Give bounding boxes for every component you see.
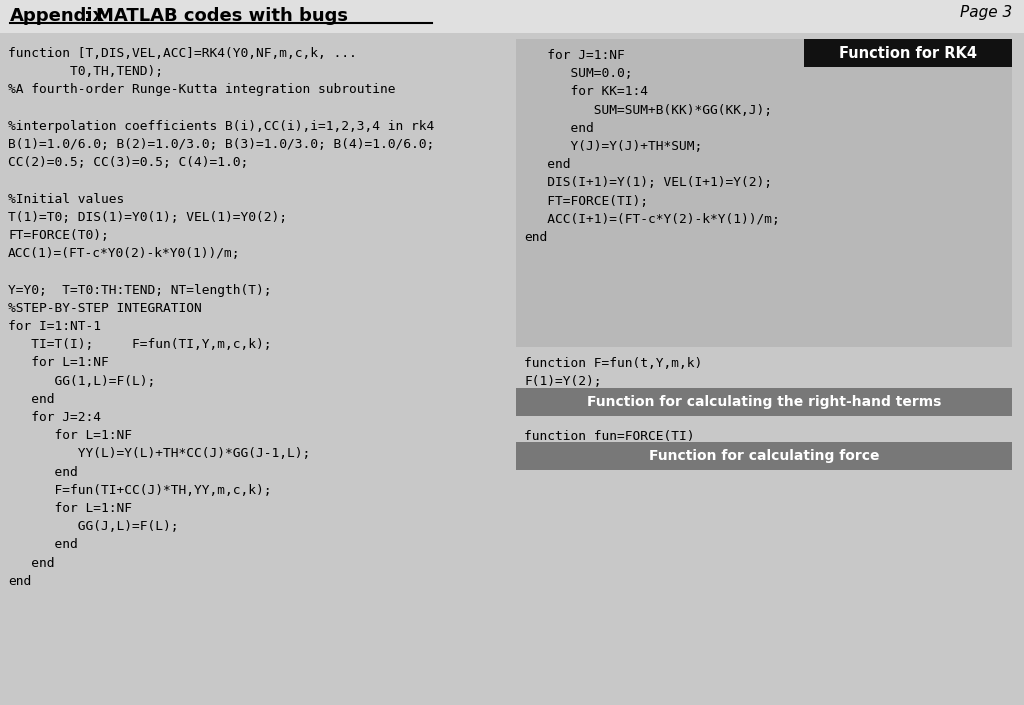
Text: T(1)=T0; DIS(1)=Y0(1); VEL(1)=Y0(2);: T(1)=T0; DIS(1)=Y0(1); VEL(1)=Y0(2); [8,211,287,223]
Text: TI=T(I);     F=fun(TI,Y,m,c,k);: TI=T(I); F=fun(TI,Y,m,c,k); [8,338,271,351]
Text: %STEP-BY-STEP INTEGRATION: %STEP-BY-STEP INTEGRATION [8,302,202,315]
Text: YY(L)=Y(L)+TH*CC(J)*GG(J-1,L);: YY(L)=Y(L)+TH*CC(J)*GG(J-1,L); [8,448,310,460]
Text: Y(J)=Y(J)+TH*SUM;: Y(J)=Y(J)+TH*SUM; [524,140,702,153]
Text: end: end [8,539,78,551]
Text: end: end [524,158,570,171]
Text: for L=1:NF: for L=1:NF [8,357,109,369]
Text: function F=fun(t,Y,m,k): function F=fun(t,Y,m,k) [524,357,702,370]
Text: MATLAB codes with bugs: MATLAB codes with bugs [96,7,348,25]
FancyBboxPatch shape [508,33,1024,705]
Text: function fun=FORCE(TI): function fun=FORCE(TI) [524,429,694,443]
Text: SUM=0.0;: SUM=0.0; [524,67,633,80]
Text: %Initial values: %Initial values [8,192,124,206]
Text: for KK=1:4: for KK=1:4 [524,85,648,99]
Text: FT=10*sin(2*TI);: FT=10*sin(2*TI); [524,448,648,461]
Text: F=fun(TI+CC(J)*TH,YY,m,c,k);: F=fun(TI+CC(J)*TH,YY,m,c,k); [8,484,271,497]
FancyBboxPatch shape [804,39,1012,67]
Text: DIS(I+1)=Y(1); VEL(I+1)=Y(2);: DIS(I+1)=Y(1); VEL(I+1)=Y(2); [524,176,772,190]
Text: for L=1:NF: for L=1:NF [8,502,132,515]
Text: end: end [8,575,32,588]
Text: ACC(I+1)=(FT-c*Y(2)-k*Y(1))/m;: ACC(I+1)=(FT-c*Y(2)-k*Y(1))/m; [524,213,779,226]
Text: Function for calculating force: Function for calculating force [649,449,880,463]
Text: Appendix: Appendix [10,7,105,25]
FancyBboxPatch shape [516,388,1012,416]
Text: T0,TH,TEND);: T0,TH,TEND); [8,65,163,78]
Text: F(1)=Y(2);: F(1)=Y(2); [524,375,601,388]
Text: end: end [524,231,547,244]
FancyBboxPatch shape [516,39,1012,347]
Text: end: end [8,557,54,570]
Text: CC(2)=0.5; CC(3)=0.5; C(4)=1.0;: CC(2)=0.5; CC(3)=0.5; C(4)=1.0; [8,157,248,169]
Text: FT=FORCE(T0);: FT=FORCE(T0); [8,229,109,242]
FancyBboxPatch shape [0,0,1024,33]
FancyBboxPatch shape [0,33,508,705]
Text: ACC(1)=(FT-c*Y0(2)-k*Y0(1))/m;: ACC(1)=(FT-c*Y0(2)-k*Y0(1))/m; [8,247,241,260]
Text: FT=FORCE(TI);: FT=FORCE(TI); [524,195,648,207]
Text: GG(1,L)=F(L);: GG(1,L)=F(L); [8,374,156,388]
Text: for J=2:4: for J=2:4 [8,411,101,424]
Text: Function for RK4: Function for RK4 [839,46,977,61]
Text: end: end [524,122,594,135]
FancyBboxPatch shape [516,442,1012,470]
Text: end: end [8,465,78,479]
Text: end: end [8,393,54,406]
Text: GG(J,L)=F(L);: GG(J,L)=F(L); [8,520,178,533]
Text: for L=1:NF: for L=1:NF [8,429,132,442]
Text: Y=Y0;  T=T0:TH:TEND; NT=length(T);: Y=Y0; T=T0:TH:TEND; NT=length(T); [8,283,271,297]
Text: Function for calculating the right-hand terms: Function for calculating the right-hand … [587,395,941,409]
Text: for J=1:NF: for J=1:NF [524,49,625,62]
Text: %A fourth-order Runge-Kutta integration subroutine: %A fourth-order Runge-Kutta integration … [8,83,395,97]
Text: for I=1:NT-1: for I=1:NT-1 [8,320,101,333]
Text: SUM=SUM+B(KK)*GG(KK,J);: SUM=SUM+B(KK)*GG(KK,J); [524,104,772,116]
Text: :: : [84,7,91,25]
Text: B(1)=1.0/6.0; B(2)=1.0/3.0; B(3)=1.0/3.0; B(4)=1.0/6.0;: B(1)=1.0/6.0; B(2)=1.0/3.0; B(3)=1.0/3.0… [8,138,434,151]
Text: Page 3: Page 3 [959,4,1012,20]
Text: %interpolation coefficients B(i),CC(i),i=1,2,3,4 in rk4: %interpolation coefficients B(i),CC(i),i… [8,120,434,133]
Text: F(2)=(FORCE(t)-c*Y(2)-k*Y(1))/m;: F(2)=(FORCE(t)-c*Y(2)-k*Y(1))/m; [524,393,772,406]
Text: function [T,DIS,VEL,ACC]=RK4(Y0,NF,m,c,k, ...: function [T,DIS,VEL,ACC]=RK4(Y0,NF,m,c,k… [8,47,356,60]
